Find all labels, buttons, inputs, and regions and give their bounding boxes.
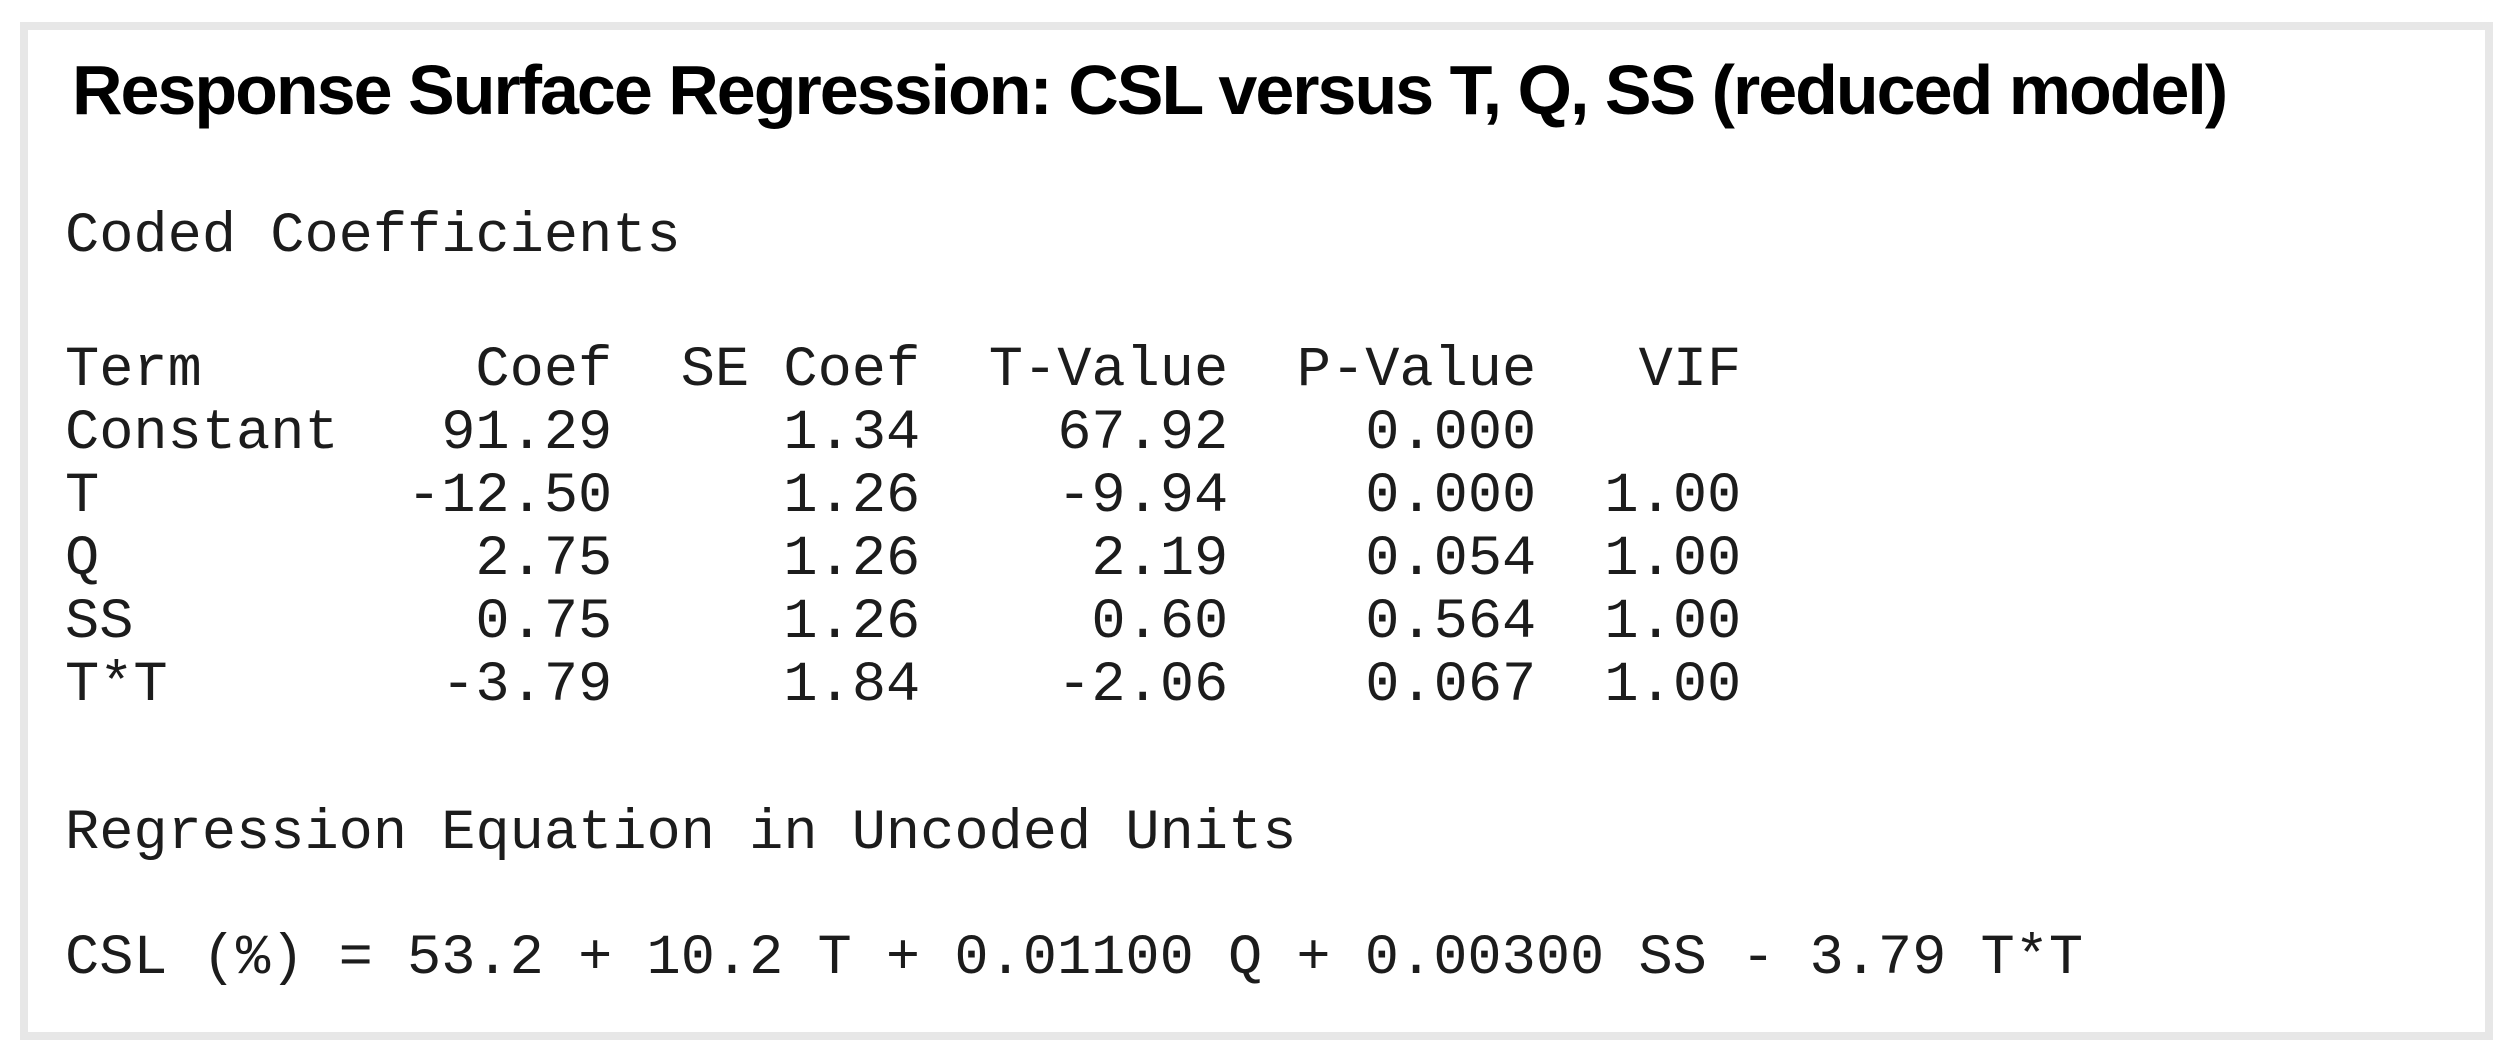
cell-se-coef: 1.84: [783, 654, 921, 718]
table-row: Constant 91.29 1.34 67.92 0.000: [65, 403, 1741, 466]
regression-equation: CSL (%) = 53.2 + 10.2 T + 0.01100 Q + 0.…: [65, 927, 2084, 991]
cell-vif: 1.00: [1604, 528, 1742, 592]
table-row: T -12.50 1.26 -9.94 0.000 1.00: [65, 466, 1741, 529]
cell-p-value: 0.067: [1365, 654, 1537, 718]
column-header-t-value: T-Value: [988, 339, 1229, 403]
cell-term: Constant: [65, 402, 339, 466]
column-header-vif: VIF: [1638, 339, 1742, 403]
cell-coef: -12.50: [407, 465, 613, 529]
cell-se-coef: 1.26: [783, 528, 921, 592]
table-header-row: Term Coef SE Coef T-Value P-Value VIF: [65, 340, 1741, 403]
cell-t-value: -2.06: [1057, 654, 1229, 718]
column-header-p-value: P-Value: [1296, 339, 1537, 403]
cell-t-value: 2.19: [1091, 528, 1229, 592]
cell-t-value: 0.60: [1091, 591, 1229, 655]
table-row: SS 0.75 1.26 0.60 0.564 1.00: [65, 592, 1741, 655]
cell-vif: 1.00: [1604, 465, 1742, 529]
regression-equation-heading: Regression Equation in Uncoded Units: [65, 802, 1297, 866]
cell-p-value: 0.054: [1365, 528, 1537, 592]
column-header-term: Term: [65, 339, 202, 403]
cell-vif: 1.00: [1604, 591, 1742, 655]
cell-p-value: 0.564: [1365, 591, 1537, 655]
cell-vif: [1536, 403, 1741, 466]
table-body: Constant 91.29 1.34 67.92 0.000 T -12.50…: [65, 403, 1741, 718]
cell-term: T: [65, 465, 100, 529]
cell-term: SS: [65, 591, 134, 655]
column-header-coef: Coef: [475, 339, 613, 403]
table-header: Term Coef SE Coef T-Value P-Value VIF: [65, 340, 1741, 403]
cell-coef: 0.75: [475, 591, 613, 655]
report-title: Response Surface Regression: CSL versus …: [72, 51, 2228, 129]
cell-p-value: 0.000: [1365, 465, 1537, 529]
coded-coefficients-heading: Coded Coefficients: [65, 205, 681, 269]
coded-coefficients-table: Term Coef SE Coef T-Value P-Value VIF Co…: [65, 340, 1741, 718]
cell-coef: -3.79: [441, 654, 613, 718]
cell-term: Q: [65, 528, 100, 592]
cell-term: T*T: [65, 654, 168, 718]
output-panel: [20, 22, 2493, 1040]
cell-p-value: 0.000: [1365, 402, 1537, 466]
cell-se-coef: 1.26: [783, 591, 921, 655]
cell-coef: 91.29: [441, 402, 613, 466]
cell-vif: 1.00: [1604, 654, 1742, 718]
cell-se-coef: 1.34: [783, 402, 921, 466]
column-header-se-coef: SE Coef: [680, 339, 921, 403]
cell-t-value: 67.92: [1057, 402, 1229, 466]
cell-t-value: -9.94: [1057, 465, 1229, 529]
cell-coef: 2.75: [475, 528, 613, 592]
table-row: Q 2.75 1.26 2.19 0.054 1.00: [65, 529, 1741, 592]
table-row: T*T -3.79 1.84 -2.06 0.067 1.00: [65, 655, 1741, 718]
cell-se-coef: 1.26: [783, 465, 921, 529]
